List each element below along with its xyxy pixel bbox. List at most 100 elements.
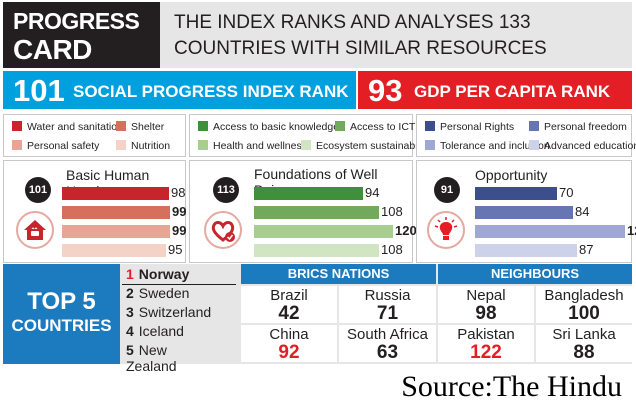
title-line2: CARD (13, 34, 92, 65)
country-name: Iceland (138, 323, 184, 339)
country-rank: 42 (278, 303, 300, 324)
country-rank: 88 (573, 342, 595, 363)
bar-3 (254, 225, 393, 238)
bar-value-label: 95 (168, 242, 183, 257)
legend-item: Nutrition (116, 140, 170, 152)
country-rank: 92 (278, 342, 300, 363)
legend-swatch (116, 140, 126, 150)
country-cell: Pakistan 122 (438, 325, 534, 363)
rank-number: 1 (126, 266, 134, 282)
bar-3 (475, 225, 625, 238)
bar-value-label: 98 (171, 185, 186, 200)
subtitle-line2: COUNTRIES WITH SIMILAR RESOURCES (174, 38, 547, 59)
legend-item: Ecosystem sustainability (301, 140, 430, 152)
country-name: New Zealand (126, 342, 177, 374)
country-name: Russia (364, 287, 411, 304)
legend-item: Access to basic knowledge (198, 121, 339, 133)
bar-value-label: 120 (395, 223, 417, 238)
country-rank: 63 (376, 342, 399, 363)
bar-4 (475, 244, 577, 257)
rank-number: 3 (126, 304, 134, 320)
bar-value-label: 99 (172, 223, 187, 238)
top5-title-line2: COUNTRIES (11, 316, 112, 335)
legend-opportunity: Personal Rights Personal freedom Toleran… (416, 114, 636, 157)
legend-item: Personal safety (12, 140, 99, 152)
country-cell: Russia 71 (339, 286, 436, 324)
spi-rank-value: 101 (13, 73, 65, 108)
rank-number: 5 (126, 342, 134, 358)
legend-needs: Water and sanitation Shelter Personal sa… (3, 114, 186, 157)
legend-swatch (335, 121, 345, 131)
country-cell: South Africa 63 (339, 325, 436, 363)
source-credit: Source:The Hindu (401, 370, 622, 403)
lightbulb-icon (427, 211, 465, 249)
legend-wellbeing: Access to basic knowledge Access to ICT … (189, 114, 430, 157)
top5-item: 1 Norway (126, 266, 189, 282)
brics-header: BRICS NATIONS (241, 264, 436, 284)
legend-item: Personal Rights (425, 121, 514, 133)
country-name: Pakistan (457, 326, 515, 343)
top5-item: 2 Sweden (126, 285, 189, 301)
legend-item: Access to ICT (335, 121, 415, 133)
country-name: China (269, 326, 309, 343)
legend-item: Shelter (116, 121, 164, 133)
rank-number: 2 (126, 285, 134, 301)
bar-2 (254, 206, 379, 219)
legend-swatch (116, 121, 126, 131)
bar-1 (475, 187, 557, 200)
legend-swatch (12, 121, 22, 131)
heart-check-icon (204, 211, 242, 249)
country-cell: Nepal 98 (438, 286, 534, 324)
rank-badge: 91 (434, 177, 460, 203)
top5-title-line1: TOP 5 (27, 288, 96, 315)
bar-3 (62, 225, 170, 238)
country-cell: Sri Lanka 88 (536, 325, 632, 363)
bar-2 (62, 206, 170, 219)
divider (122, 284, 236, 285)
country-name: Nepal (466, 287, 506, 304)
legend-item: Water and sanitation (12, 121, 123, 133)
legend-item: Tolerance and inclusion (425, 140, 550, 152)
bar-value-label: 99 (172, 204, 187, 219)
bar-1 (62, 187, 169, 200)
top5-title-box: TOP 5 COUNTRIES (3, 264, 120, 364)
top5-item: 5 New Zealand (126, 342, 177, 374)
country-cell: Bangladesh 100 (536, 286, 632, 324)
country-cell: China 92 (241, 325, 337, 363)
gdp-rank-value: 93 (368, 73, 403, 108)
legend-swatch (529, 121, 539, 131)
bar-value-label: 84 (575, 204, 590, 219)
bar-value-label: 108 (381, 242, 403, 257)
rank-badge: 101 (25, 177, 51, 203)
country-name: Sri Lanka (552, 326, 616, 343)
legend-item: Personal freedom (529, 121, 627, 133)
panel-foundations-well-being: Foundations of Well Being 113 9410812010… (189, 160, 417, 263)
top5-item: 4 Iceland (126, 323, 184, 339)
legend-swatch (198, 140, 208, 150)
header-title-block: PROGRESS CARD (3, 2, 160, 68)
country-rank: 71 (376, 303, 399, 324)
legend-swatch (301, 140, 311, 150)
house-icon (16, 211, 54, 249)
legend-swatch (12, 140, 22, 150)
bar-4 (62, 244, 166, 257)
header-subtitle-block: THE INDEX RANKS AND ANALYSES 133 COUNTRI… (160, 2, 632, 68)
legend-swatch (198, 121, 208, 131)
legend-item: Advanced education (529, 140, 636, 152)
top5-item: 3 Switzerland (126, 304, 211, 320)
legend-item: Health and wellness (198, 140, 307, 152)
neighbours-header: NEIGHBOURS (438, 264, 632, 284)
country-name: Sweden (138, 285, 190, 301)
gdp-rank-banner: 93 GDP PER CAPITA RANK (358, 71, 632, 109)
bar-value-label: 70 (559, 185, 574, 200)
bar-value-label: 108 (381, 204, 403, 219)
legend-swatch (425, 140, 435, 150)
country-name: South Africa (347, 326, 428, 343)
bar-4 (254, 244, 379, 257)
country-name: Brazil (270, 287, 308, 304)
country-name: Norway (138, 266, 190, 282)
panel-title: Opportunity (475, 167, 548, 183)
country-rank: 122 (470, 342, 502, 363)
